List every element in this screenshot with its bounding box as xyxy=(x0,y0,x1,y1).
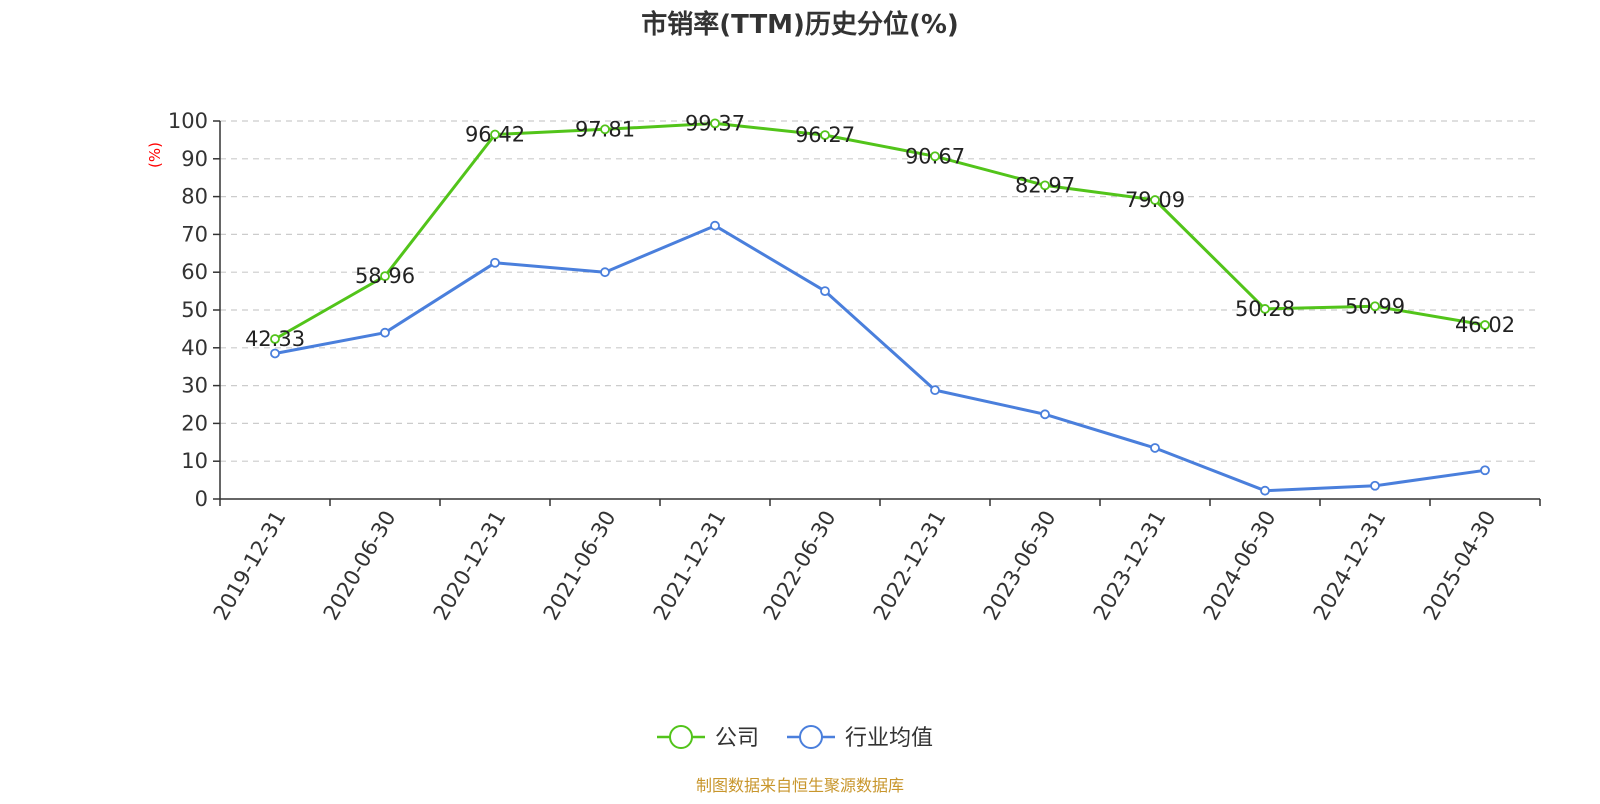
data-point-1-10[interactable] xyxy=(1370,480,1380,491)
data-point-0-3[interactable] xyxy=(600,124,610,135)
x-tick-label-2022-12-31: 2022-12-31 xyxy=(869,507,951,625)
data-label-0-11: 46.02 xyxy=(1455,313,1515,337)
data-label-0-2: 96.42 xyxy=(465,123,525,147)
data-point-0-9[interactable] xyxy=(1260,304,1270,314)
x-tick-label-2023-06-30: 2023-06-30 xyxy=(979,507,1061,625)
series-line-1 xyxy=(274,224,1486,493)
y-tick-label-100: 100 xyxy=(168,109,208,133)
data-point-1-0[interactable] xyxy=(270,348,280,359)
data-label-0-8: 79.09 xyxy=(1125,188,1185,212)
data-point-1-6[interactable] xyxy=(930,385,940,396)
x-tick-label-2020-12-31: 2020-12-31 xyxy=(429,507,511,625)
source-note: 制图数据来自恒生聚源数据库 xyxy=(696,776,904,795)
series-lines xyxy=(270,118,1490,496)
data-point-0-6[interactable] xyxy=(930,151,940,162)
y-axis-label: (%) xyxy=(146,142,164,168)
data-label-0-4: 99.37 xyxy=(685,111,745,135)
data-point-0-7[interactable] xyxy=(1040,180,1050,191)
data-point-1-8[interactable] xyxy=(1150,443,1160,453)
data-point-0-8[interactable] xyxy=(1150,195,1160,205)
x-tick-label-2023-12-31: 2023-12-31 xyxy=(1089,507,1171,625)
y-tick-label-70: 70 xyxy=(181,222,208,246)
data-point-1-5[interactable] xyxy=(820,286,830,297)
data-point-1-1[interactable] xyxy=(380,327,390,338)
legend-label-0: 公司 xyxy=(715,726,759,751)
data-point-1-3[interactable] xyxy=(600,267,610,278)
data-point-1-4[interactable] xyxy=(710,220,720,231)
data-point-0-10[interactable] xyxy=(1370,301,1380,312)
x-tick-label-2020-06-30: 2020-06-30 xyxy=(319,507,401,625)
data-point-1-2[interactable] xyxy=(490,257,500,268)
legend: 公司 行业均值 xyxy=(657,725,933,751)
x-tick-label-2021-12-31: 2021-12-31 xyxy=(649,507,731,625)
y-tick-label-90: 90 xyxy=(181,147,208,171)
grid-lines xyxy=(220,120,1540,462)
y-tick-label-20: 20 xyxy=(181,411,208,435)
data-point-1-7[interactable] xyxy=(1040,409,1050,420)
x-tick-label-2022-06-30: 2022-06-30 xyxy=(759,507,841,625)
axes: 0 10 20 30 40 50 60 70 80 90 100 2019-12-31 2020-06-… xyxy=(168,109,1541,625)
legend-marker-1 xyxy=(799,725,823,749)
data-label-0-3: 97.81 xyxy=(575,117,635,141)
x-tick-label-2019-12-31: 2019-12-31 xyxy=(209,507,291,625)
legend-marker-0 xyxy=(669,725,693,749)
legend-label-1: 行业均值 xyxy=(845,726,933,751)
chart-title: 市销率(TTM)历史分位(%) xyxy=(641,9,959,40)
data-point-1-11[interactable] xyxy=(1480,465,1490,476)
data-label-0-1: 58.96 xyxy=(355,264,415,288)
x-tick-label-2025-04-30: 2025-04-30 xyxy=(1419,507,1501,625)
y-tick-label-60: 60 xyxy=(181,260,208,284)
data-label-0-10: 50.99 xyxy=(1345,294,1405,318)
series-line-0 xyxy=(274,121,1486,341)
y-tick-label-10: 10 xyxy=(181,449,208,473)
data-point-0-4[interactable] xyxy=(710,118,720,129)
data-point-0-11[interactable] xyxy=(1480,320,1490,330)
x-tick-label-2024-12-31: 2024-12-31 xyxy=(1309,507,1391,625)
y-tick-label-0: 0 xyxy=(195,487,208,511)
data-point-0-1[interactable] xyxy=(380,271,390,282)
data-point-0-0[interactable] xyxy=(270,334,280,344)
data-label-0-9: 50.28 xyxy=(1235,297,1295,321)
data-label-0-7: 82.97 xyxy=(1015,173,1075,197)
data-labels: 42.33 58.96 96.42 97.81 99.37 96.27 90.67 82.97… xyxy=(245,111,1515,351)
data-point-0-2[interactable] xyxy=(490,129,500,140)
x-tick-label-2024-06-30: 2024-06-30 xyxy=(1199,507,1281,625)
x-tick-label-2021-06-30: 2021-06-30 xyxy=(539,507,621,625)
legend-item-1[interactable]: 行业均值 xyxy=(787,725,933,751)
legend-item-0[interactable]: 公司 xyxy=(657,725,759,751)
y-tick-label-30: 30 xyxy=(181,374,208,398)
y-tick-label-80: 80 xyxy=(181,185,208,209)
y-tick-label-50: 50 xyxy=(181,298,208,322)
data-label-0-5: 96.27 xyxy=(795,123,855,147)
data-label-0-6: 90.67 xyxy=(905,144,965,168)
data-point-0-5[interactable] xyxy=(820,130,830,140)
data-label-0-0: 42.33 xyxy=(245,327,305,351)
y-tick-label-40: 40 xyxy=(181,336,208,360)
data-point-1-9[interactable] xyxy=(1260,485,1270,496)
